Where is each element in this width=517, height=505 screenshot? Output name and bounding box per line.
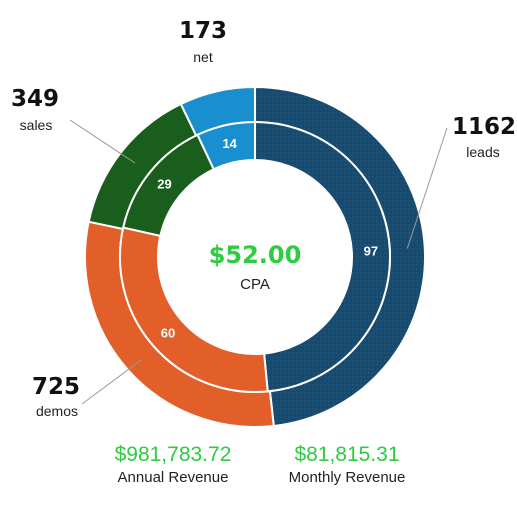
inner-label-0: 97 — [364, 244, 378, 259]
monthly-revenue-amount: $81,815.31 — [294, 443, 400, 466]
leader-line-leads — [406, 127, 448, 249]
monthly-revenue-label: Monthly Revenue — [288, 469, 406, 486]
center-label: CPA — [240, 276, 270, 293]
monthly-revenue: $81,815.31 Monthly Revenue — [247, 442, 447, 488]
inner-label-2: 29 — [157, 176, 171, 191]
outer-value-net: 173 — [179, 18, 227, 44]
inner-label-3: 14 — [222, 136, 237, 151]
annual-revenue-label: Annual Revenue — [117, 469, 229, 486]
inner-labels: 97 60 29 14 — [157, 136, 378, 341]
outer-label-demos: demos — [36, 403, 78, 419]
annual-revenue: $981,783.72 Annual Revenue — [73, 442, 273, 488]
leader-lines — [69, 119, 448, 405]
nested-donut-chart: 1162 leads 725 demos 349 sales 173 net 97 60 29 14… — [11, 18, 516, 428]
outer-label-net: net — [193, 49, 213, 65]
center-value: $52.00 — [209, 241, 302, 269]
outer-label-leads: leads — [466, 144, 499, 160]
leader-line-demos — [81, 358, 143, 405]
leader-line-sales — [69, 119, 136, 164]
inner-label-1: 60 — [161, 326, 175, 341]
outer-value-leads: 1162 — [452, 114, 516, 140]
outer-label-sales: sales — [20, 117, 53, 133]
outer-labels: 1162 leads 725 demos 349 sales 173 net — [11, 18, 516, 419]
annual-revenue-amount: $981,783.72 — [114, 443, 232, 466]
inner-slice-3 — [196, 120, 256, 171]
outer-value-sales: 349 — [11, 86, 59, 112]
outer-value-demos: 725 — [32, 374, 80, 400]
